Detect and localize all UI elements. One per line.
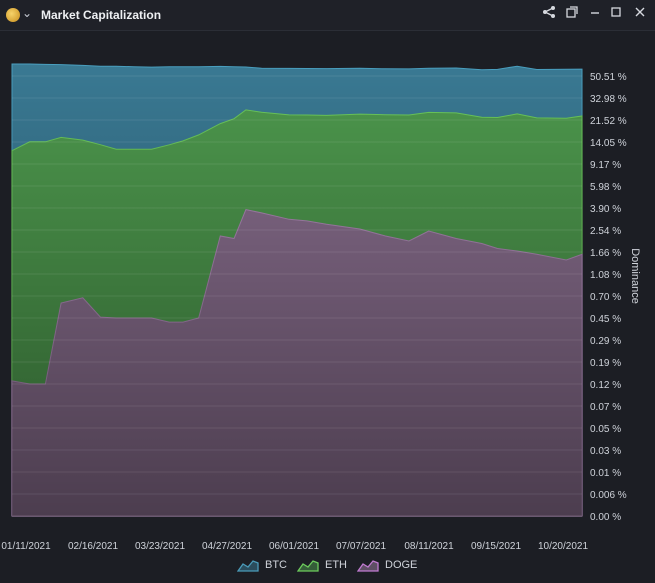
x-tick-label: 01/11/2021 <box>1 541 51 552</box>
y-tick-label: 0.12 % <box>590 380 621 391</box>
y-tick-label: 0.00 % <box>590 512 621 523</box>
y-tick-label: 0.19 % <box>590 358 621 369</box>
window-title: Market Capitalization <box>41 8 162 22</box>
close-icon[interactable] <box>631 5 649 22</box>
x-tick-label: 02/16/2021 <box>68 541 118 552</box>
y-tick-label: 50.51 % <box>590 72 627 83</box>
y-tick-label: 3.90 % <box>590 204 621 215</box>
share-icon[interactable] <box>540 5 558 22</box>
shade-overlay <box>12 56 582 516</box>
minimize-icon[interactable] <box>586 5 604 22</box>
y-tick-label: 0.45 % <box>590 314 621 325</box>
chart-area: 50.51 % 32.98 % 21.52 % 14.05 % 9.17 % 5.98 %… <box>0 30 655 578</box>
legend-item-doge[interactable]: DOGE <box>357 556 417 574</box>
x-tick-label: 06/01/2021 <box>269 541 319 552</box>
x-tick-label: 08/11/2021 <box>404 541 454 552</box>
y-tick-label: 0.07 % <box>590 402 621 413</box>
y-tick-label: 1.08 % <box>590 270 621 281</box>
maximize-icon[interactable] <box>607 5 625 22</box>
y-tick-label: 21.52 % <box>590 116 627 127</box>
y-tick-label: 9.17 % <box>590 160 621 171</box>
y-tick-label: 2.54 % <box>590 226 621 237</box>
y-axis-title: Dominance <box>629 248 641 304</box>
chevron-down-icon[interactable]: ⌄ <box>22 6 33 20</box>
y-tick-label: 32.98 % <box>590 94 627 105</box>
dominance-chart[interactable]: 50.51 % 32.98 % 21.52 % 14.05 % 9.17 % 5.98 %… <box>0 30 655 578</box>
y-tick-label: 14.05 % <box>590 138 627 149</box>
popout-icon[interactable] <box>563 5 581 22</box>
y-tick-label: 0.006 % <box>590 490 627 501</box>
legend-item-eth[interactable]: ETH <box>297 556 347 574</box>
y-tick-label: 0.01 % <box>590 468 621 479</box>
y-tick-label: 5.98 % <box>590 182 621 193</box>
y-tick-label: 0.29 % <box>590 336 621 347</box>
x-tick-label: 10/20/2021 <box>538 541 588 552</box>
legend-swatch-doge-icon <box>357 560 379 572</box>
legend-swatch-btc-icon <box>237 560 259 572</box>
x-tick-label: 03/23/2021 <box>135 541 185 552</box>
app-logo-icon[interactable] <box>6 8 20 22</box>
x-tick-label: 04/27/2021 <box>202 541 252 552</box>
y-tick-label: 0.70 % <box>590 292 621 303</box>
legend-swatch-eth-icon <box>297 560 319 572</box>
legend-item-btc[interactable]: BTC <box>237 556 287 574</box>
y-tick-label: 1.66 % <box>590 248 621 259</box>
legend: BTC ETH DOGE <box>0 556 655 574</box>
legend-label-btc: BTC <box>265 559 287 571</box>
x-tick-label: 07/07/2021 <box>336 541 386 552</box>
x-tick-label: 09/15/2021 <box>471 541 521 552</box>
legend-label-doge: DOGE <box>385 559 418 571</box>
title-bar: ⌄ Market Capitalization <box>0 0 655 31</box>
legend-label-eth: ETH <box>325 559 347 571</box>
y-tick-label: 0.05 % <box>590 424 621 435</box>
y-tick-label: 0.03 % <box>590 446 621 457</box>
